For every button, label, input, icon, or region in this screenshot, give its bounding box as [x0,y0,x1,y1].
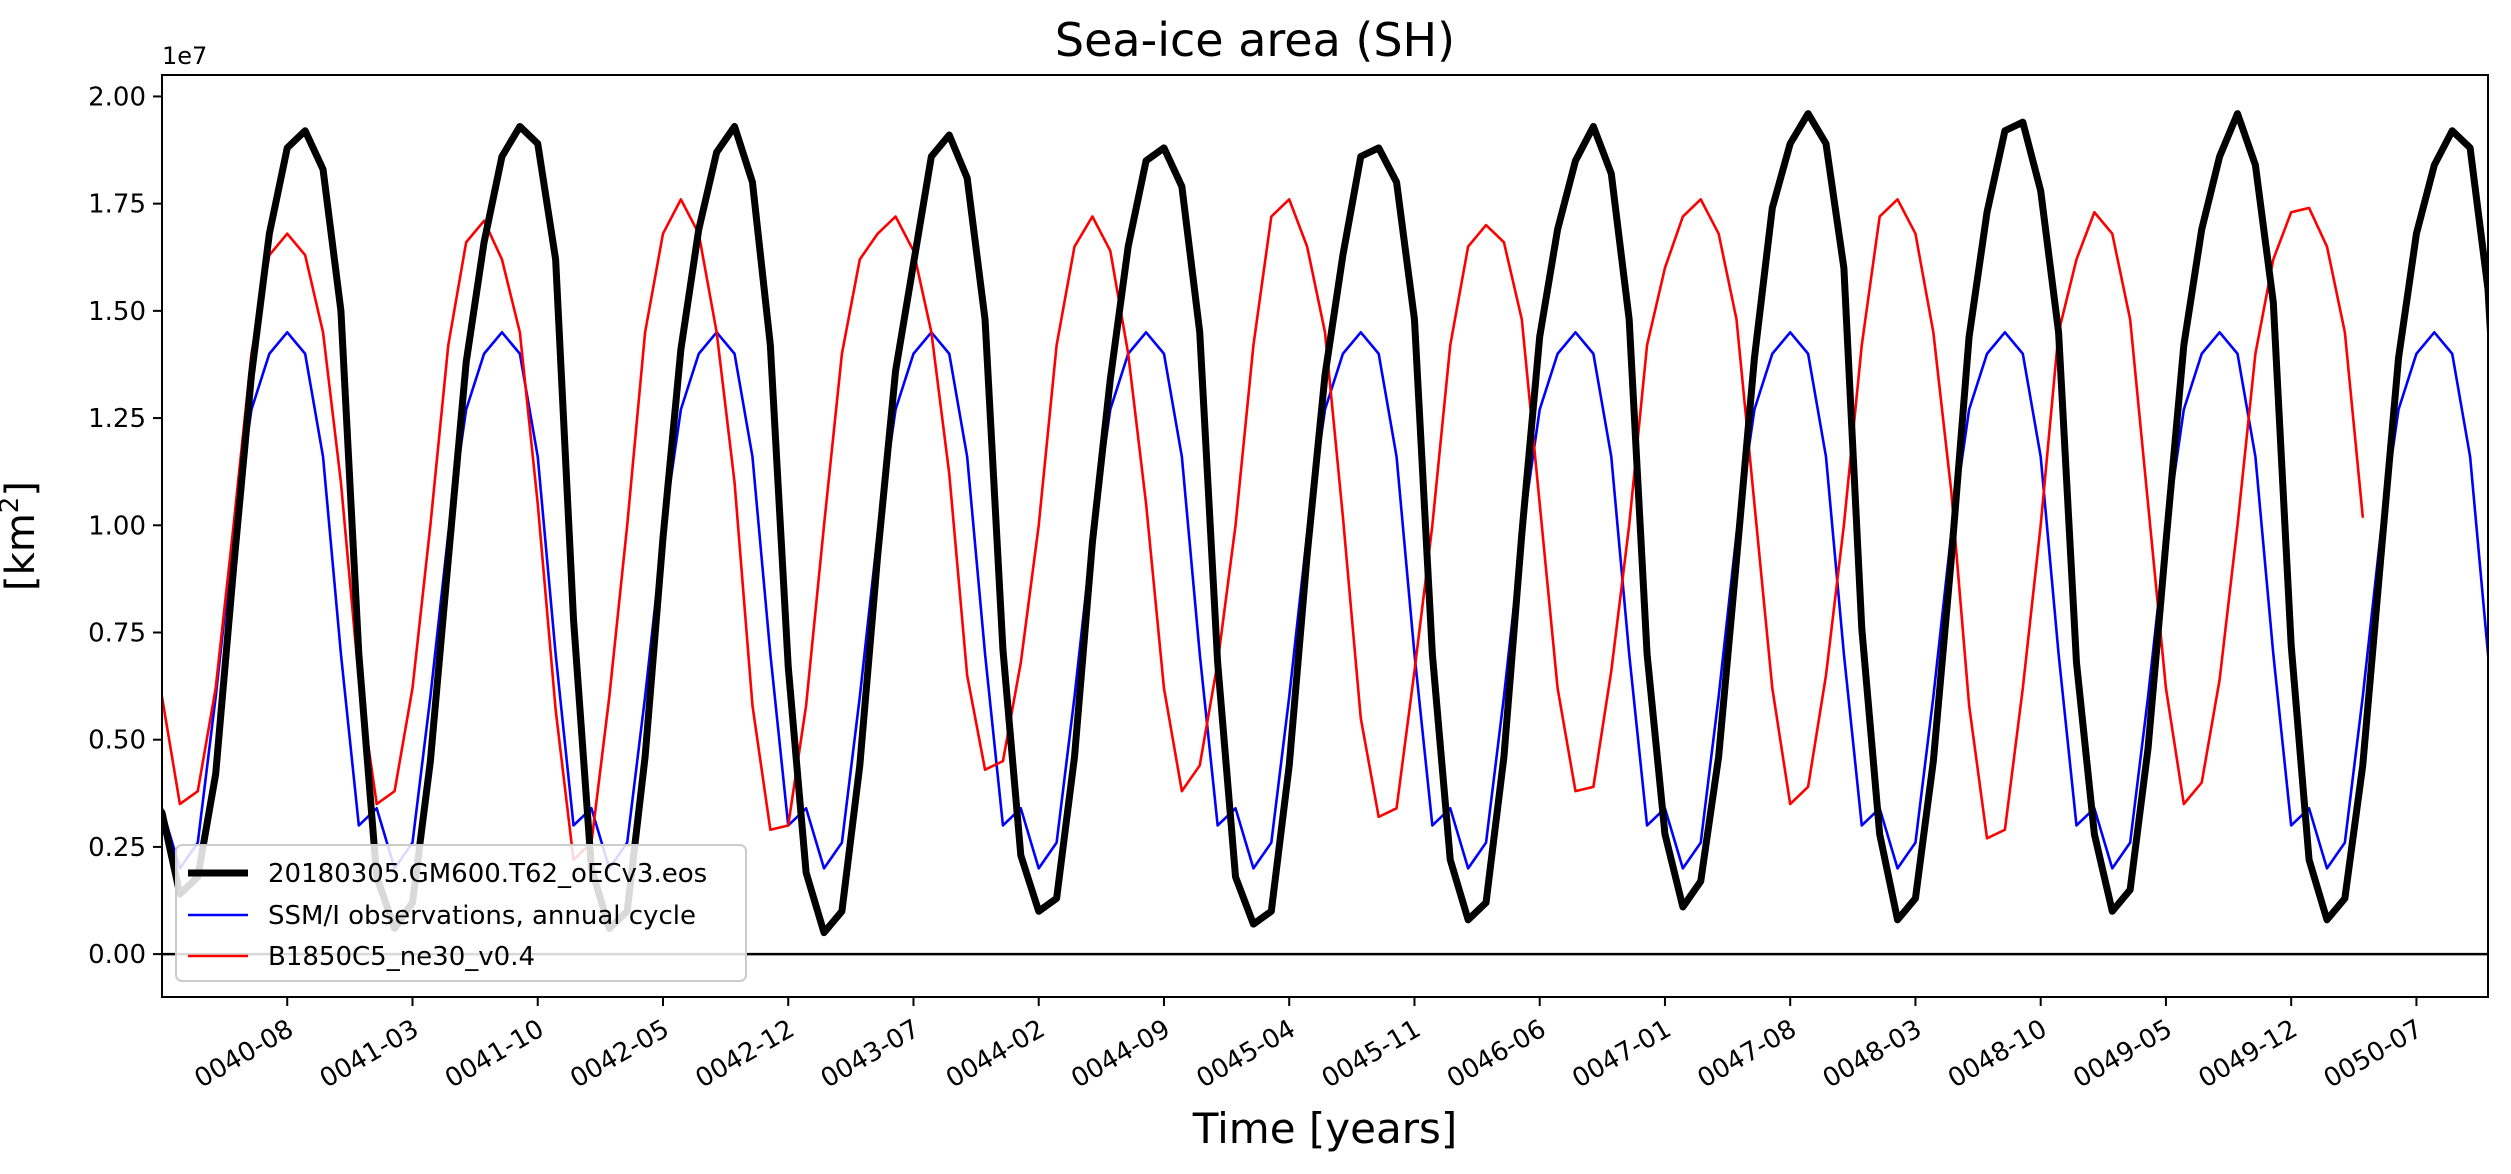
y-tick-label: 1.25 [88,404,146,434]
chart-title: Sea-ice area (SH) [1055,13,1455,67]
legend-box [175,844,747,982]
series-line-1 [162,330,2488,870]
plot-frame [161,74,2489,998]
y-tick-label: 0.25 [88,833,146,863]
y-tick-label: 1.00 [88,511,146,541]
y-axis-label-close: ] [0,481,44,497]
y-axis-offset-label: 1e7 [162,42,207,70]
series-lines [162,110,2488,937]
y-tick-label: 0.75 [88,618,146,648]
legend-label-2: B1850C5_ne30_v0.4 [268,942,535,972]
plot-area [162,110,2488,937]
y-axis-label-main: [km [0,513,44,591]
y-tick-label: 2.00 [88,82,146,112]
series-line-0 [162,110,2488,937]
x-axis-label: Time [years] [1192,1104,1458,1153]
y-tick-label: 1.50 [88,297,146,327]
series-line-2 [162,198,2365,862]
y-tick-label: 1.75 [88,190,146,220]
y-axis-label-superscript: 2 [0,497,25,514]
legend-label-1: SSM/I observations, annual cycle [268,901,696,931]
y-axis-label: [km2] [0,481,44,591]
y-tick-label: 0.50 [88,726,146,756]
legend-label-0: 20180305.GM600.T62_oECv3.eos [268,859,707,889]
legend: 20180305.GM600.T62_oECv3.eos SSM/I obser… [175,844,747,982]
y-tick-label: 0.00 [88,940,146,970]
